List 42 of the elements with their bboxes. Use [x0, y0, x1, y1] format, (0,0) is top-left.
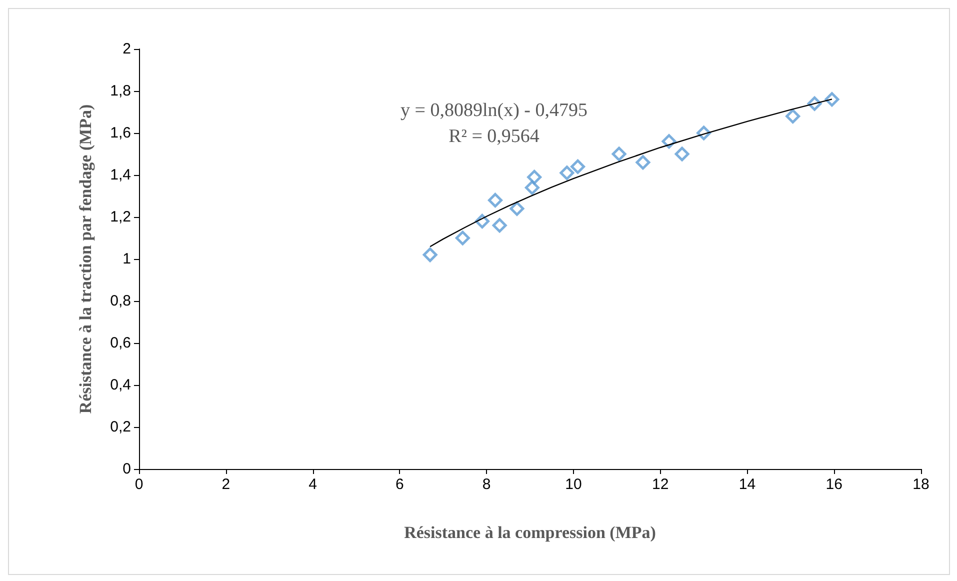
y-tick-label: 1,2: [110, 208, 131, 226]
y-tick-label: 1,4: [110, 166, 131, 184]
point: [824, 92, 840, 107]
point: [422, 248, 438, 262]
point: [696, 126, 712, 140]
y-tick-label: 1,8: [110, 82, 131, 100]
x-tick-label: 12: [652, 476, 669, 493]
point: [674, 146, 690, 162]
point: [488, 192, 502, 208]
x-tick-label: 8: [482, 476, 491, 493]
x-tick-label: 2: [222, 476, 230, 493]
point: [570, 159, 586, 174]
x-tick-label: 0: [134, 476, 144, 493]
annotation: R² = 0,9564: [448, 126, 540, 147]
point: [527, 170, 542, 184]
point: [807, 96, 822, 111]
point: [455, 230, 470, 246]
x-tick-label: 10: [565, 476, 582, 493]
x-tick-label: 16: [826, 476, 842, 493]
point: [612, 146, 626, 162]
point: [474, 214, 490, 228]
y-tick-label: 2: [122, 40, 131, 58]
y-tick-label: 0,8: [110, 292, 131, 310]
annotation: y = 0,8089ln(x) - 0,4795: [400, 100, 588, 121]
y-tick-label: 1,6: [110, 124, 131, 142]
point: [524, 180, 540, 195]
y-tick-label: 0,4: [110, 376, 131, 394]
x-tick-label: 6: [395, 476, 404, 493]
point: [786, 108, 800, 124]
y-tick-label: 0: [122, 460, 131, 478]
point: [560, 166, 574, 180]
x-tick-label: 14: [738, 476, 756, 493]
point: [492, 218, 507, 233]
x-axis-title: Résistance à la compression (MPa): [404, 523, 656, 542]
y-axis-title: Résistance à la traction par fendage (MPa): [76, 104, 95, 414]
y-tick-label: 1: [122, 250, 131, 268]
x-tick-label: 4: [308, 476, 317, 493]
y-tick-label: 0,6: [110, 334, 131, 352]
y-tick-label: 0,2: [110, 418, 131, 436]
point: [510, 201, 524, 216]
point: [636, 155, 650, 170]
x-tick-label: 18: [912, 476, 930, 493]
